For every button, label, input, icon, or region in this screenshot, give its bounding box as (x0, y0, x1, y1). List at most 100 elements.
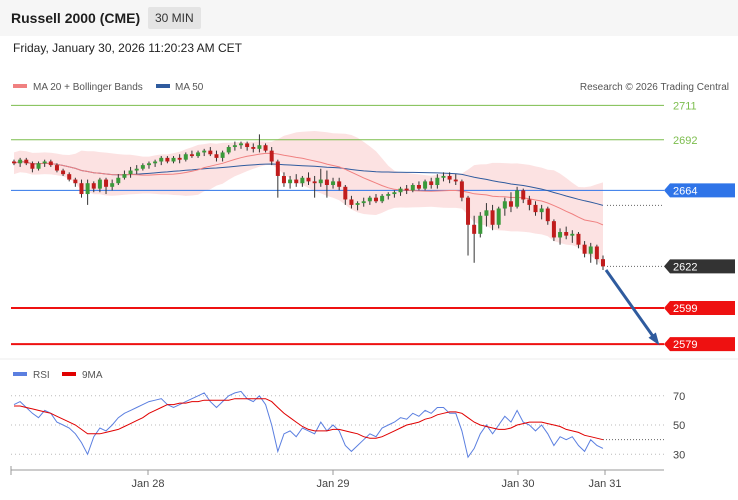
candle-body (380, 195, 385, 202)
candle-body (251, 147, 256, 149)
candle-body (594, 246, 599, 260)
support-tag (664, 300, 735, 315)
candle (447, 172, 452, 184)
candle-body (558, 232, 563, 238)
candle (478, 212, 483, 238)
candle (214, 150, 219, 162)
candle (588, 242, 593, 263)
candle-body (171, 157, 176, 162)
candle-body (533, 204, 538, 213)
candle (582, 241, 587, 258)
candle-body (410, 185, 415, 191)
candle (18, 157, 23, 167)
candle-body (490, 210, 495, 225)
rsi-legend-label: RSI (33, 370, 50, 381)
last-price-tag (664, 259, 735, 274)
candle (97, 177, 102, 193)
candle (128, 166, 133, 178)
candle (294, 174, 299, 187)
candle (373, 194, 378, 204)
candle (331, 177, 336, 189)
candle-body (159, 157, 164, 162)
candle-body (281, 175, 286, 184)
rsi-legend-swatch (13, 372, 27, 376)
copyright-notice: Research © 2026 Trading Central (580, 82, 729, 93)
candle-body (79, 183, 84, 195)
candle (226, 145, 231, 155)
rsi-plot-area: 70 50 30 (11, 390, 685, 461)
candle-body (116, 177, 121, 184)
candle-body (447, 175, 452, 180)
candle-body (588, 246, 593, 254)
candle (380, 194, 385, 204)
candle-body (508, 201, 513, 207)
candle-body (551, 221, 556, 238)
candle-body (484, 210, 489, 216)
candle (490, 204, 495, 231)
ma9-legend-label: 9MA (82, 370, 103, 381)
candle-body (361, 201, 366, 204)
candle-body (453, 179, 458, 182)
candle (472, 215, 477, 263)
candle-body (275, 161, 280, 176)
candle (416, 181, 421, 191)
candle-body (582, 244, 587, 254)
candle-body (404, 188, 409, 191)
chart-header: Russell 2000 (CME) 30 MIN (0, 0, 738, 36)
candle (349, 195, 354, 209)
candle-body (392, 192, 397, 195)
candle-body (202, 150, 207, 153)
candle-body (527, 199, 532, 205)
candle-body (300, 177, 305, 184)
rsi-ma9-line (14, 398, 604, 441)
candle (245, 141, 250, 151)
candle (36, 161, 41, 171)
candle (564, 226, 569, 240)
candle-body (515, 190, 520, 207)
candle (220, 150, 225, 162)
candle-body (12, 161, 16, 164)
time-tick-label: Jan 31 (588, 478, 621, 490)
candle-body (42, 161, 47, 164)
candle-body (245, 143, 250, 148)
candle-body (441, 175, 446, 178)
last-price-label: 2622 (673, 261, 697, 273)
candle-body (153, 161, 158, 164)
candle (61, 168, 66, 176)
interval-badge[interactable]: 30 MIN (148, 7, 201, 29)
candle (533, 201, 538, 216)
rsi-tick-label: 70 (673, 391, 685, 403)
candle-body (208, 150, 213, 155)
candle-body (459, 181, 464, 198)
candle (545, 206, 550, 225)
ma20-legend-label: MA 20 + Bollinger Bands (33, 82, 143, 93)
candle-body (30, 163, 35, 169)
candle-body (269, 150, 274, 162)
candle-body (36, 163, 41, 169)
candle-body (61, 170, 66, 175)
candle (404, 185, 409, 195)
candle (134, 165, 139, 175)
ma9-legend-swatch (62, 372, 76, 376)
candle (453, 174, 458, 185)
candle-body (257, 145, 262, 149)
candle-body (349, 199, 354, 205)
candle (85, 179, 90, 205)
rsi-line (13, 390, 604, 459)
candle-body (570, 233, 575, 236)
candle (165, 156, 170, 164)
candle-body (54, 165, 59, 171)
candle-body (189, 154, 194, 157)
time-tick-label: Jan 28 (131, 478, 164, 490)
candle-body (435, 177, 440, 185)
candle-body (177, 157, 182, 160)
candle (269, 147, 274, 166)
chart-title: Russell 2000 (CME) (11, 10, 141, 26)
candle (502, 197, 507, 216)
candle-body (373, 197, 378, 202)
candle (484, 203, 489, 227)
candle (435, 174, 440, 189)
candle (281, 172, 286, 187)
candle-body (226, 147, 231, 153)
candle-body (478, 215, 483, 234)
